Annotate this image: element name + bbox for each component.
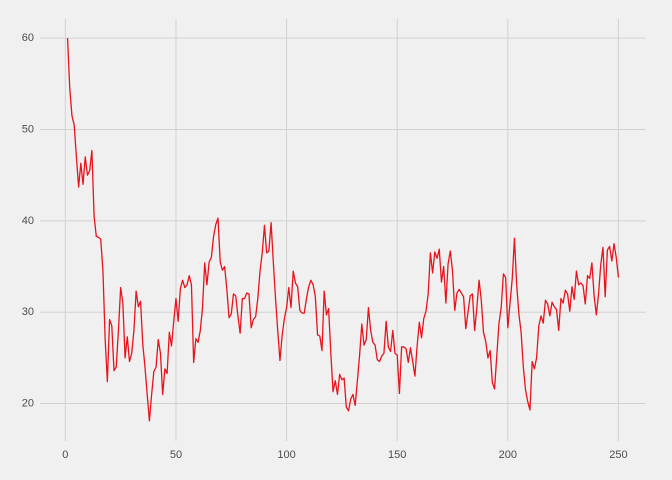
y-tick-label: 20	[22, 397, 34, 409]
x-tick-label: 250	[609, 449, 627, 461]
y-tick-label: 60	[22, 32, 34, 44]
line	[66, 38, 620, 422]
x-tick-label: 200	[499, 449, 517, 461]
x-tick-label: 150	[388, 449, 406, 461]
x-tick-label: 0	[62, 449, 68, 461]
x-tick-label: 100	[277, 449, 295, 461]
x-tick-label: 50	[170, 449, 182, 461]
y-tick-label: 40	[22, 215, 34, 227]
y-tick-label: 30	[22, 306, 34, 318]
y-tick-label: 50	[22, 123, 34, 135]
